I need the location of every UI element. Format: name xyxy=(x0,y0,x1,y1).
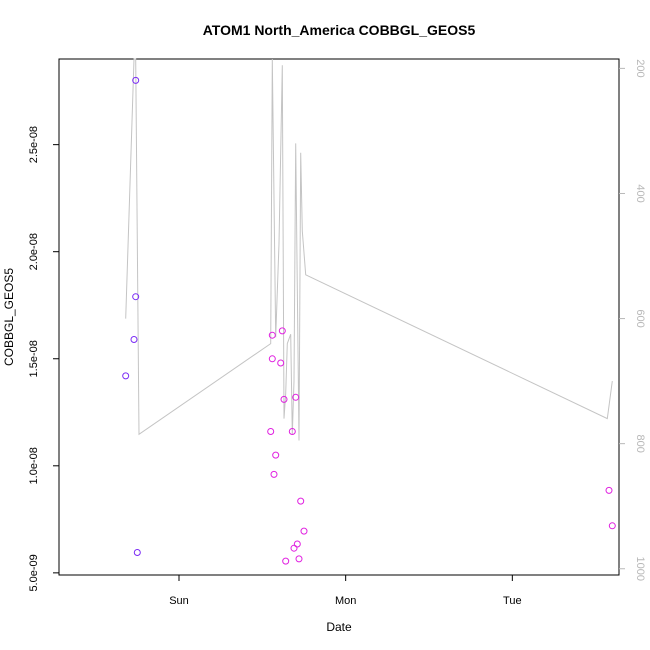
y-tick-label: 2.0e-08 xyxy=(28,233,40,270)
data-point xyxy=(270,470,278,478)
data-point xyxy=(297,497,305,505)
data-point xyxy=(288,428,296,435)
x-tick-label: Tue xyxy=(503,595,522,607)
y2-tick-label: 400 xyxy=(634,184,646,202)
y-tick-label: 5.0e-09 xyxy=(28,554,40,591)
x-axis: Sun Mon Tue xyxy=(169,575,522,607)
points-layer xyxy=(122,76,616,565)
data-point xyxy=(280,395,288,403)
y2-tick-label: 600 xyxy=(634,309,646,327)
data-point xyxy=(608,522,616,530)
y-axis-label: COBBGL_GEOS5 xyxy=(2,268,16,366)
y-axis-right: 200 400 600 800 1000 xyxy=(619,59,646,581)
x-tick-label: Mon xyxy=(335,595,356,607)
y-tick-label: 1.5e-08 xyxy=(28,340,40,377)
x-tick-label: Sun xyxy=(169,595,189,607)
y-tick-label: 2.5e-08 xyxy=(28,126,40,163)
y2-tick-label: 200 xyxy=(634,59,646,77)
data-point xyxy=(122,372,130,380)
x-axis-label: Date xyxy=(326,620,352,634)
data-point xyxy=(133,549,141,556)
y-axis-left: 5.0e-09 1.0e-08 1.5e-08 2.0e-08 2.5e-08 xyxy=(28,126,59,592)
data-point xyxy=(132,293,140,301)
data-point xyxy=(267,428,275,435)
data-point xyxy=(292,393,300,401)
data-point xyxy=(268,355,276,363)
data-point xyxy=(282,557,290,565)
data-point xyxy=(605,486,613,494)
data-point xyxy=(295,555,303,563)
data-point xyxy=(277,359,285,367)
y2-tick-label: 1000 xyxy=(634,556,646,580)
data-point xyxy=(272,451,280,459)
pressure-series-line xyxy=(125,58,613,441)
pressure-line-path xyxy=(125,58,613,441)
data-point xyxy=(293,540,301,548)
data-point xyxy=(268,331,276,339)
data-point xyxy=(278,327,286,335)
data-point xyxy=(132,76,140,84)
data-point xyxy=(300,527,308,535)
y2-tick-label: 800 xyxy=(634,435,646,453)
y-tick-label: 1.0e-08 xyxy=(28,447,40,484)
data-point xyxy=(290,544,298,552)
data-point xyxy=(130,336,138,343)
chart-title: ATOM1 North_America COBBGL_GEOS5 xyxy=(203,22,476,38)
plot-frame xyxy=(58,58,620,576)
